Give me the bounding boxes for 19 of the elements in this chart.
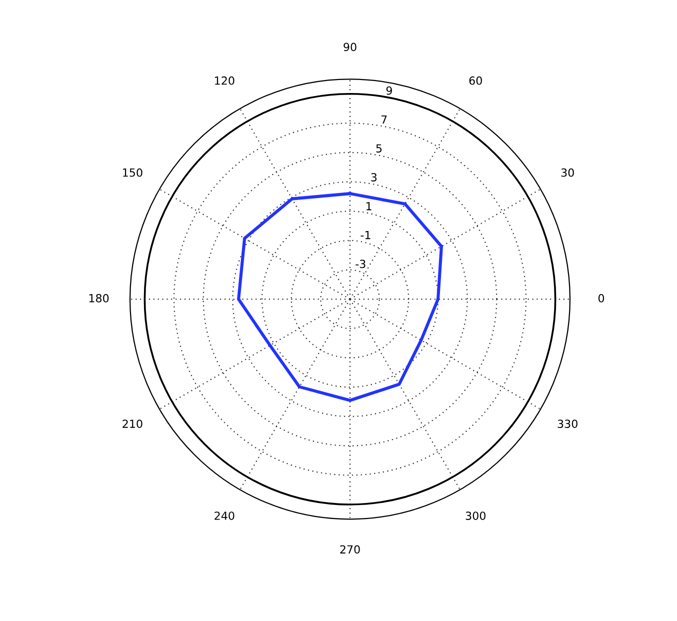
spoke-label: 330 bbox=[558, 420, 578, 428]
spoke-label: 240 bbox=[214, 512, 234, 520]
spoke-label: 30 bbox=[561, 168, 574, 177]
y-tick-label: -3 bbox=[356, 260, 366, 268]
spoke-label: 180 bbox=[89, 294, 109, 302]
spoke-label: 0 bbox=[598, 294, 604, 302]
spoke-label: 150 bbox=[123, 168, 142, 177]
y-tick-label: -1 bbox=[360, 230, 370, 240]
spoke-label: 210 bbox=[122, 420, 142, 428]
spoke-label: 120 bbox=[215, 76, 234, 85]
spoke-label: 90 bbox=[344, 42, 356, 52]
y-tick-label: 1 bbox=[366, 202, 372, 210]
y-tick-label: 3 bbox=[371, 173, 377, 182]
spoke-label: 270 bbox=[340, 545, 360, 554]
y-tick-label: 5 bbox=[376, 144, 382, 153]
spoke-label: 300 bbox=[466, 512, 486, 520]
y-tick-label: 7 bbox=[381, 115, 387, 124]
y-tick-label: 9 bbox=[386, 86, 392, 95]
spoke-label: 60 bbox=[469, 76, 482, 85]
